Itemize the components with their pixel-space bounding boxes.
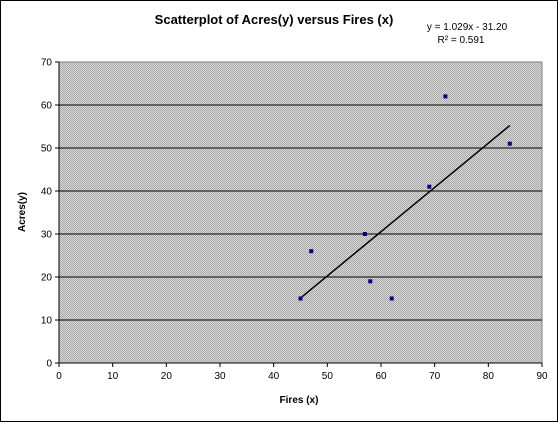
x-axis-title: Fires (x): [280, 395, 319, 406]
data-point: [507, 141, 512, 146]
data-point: [368, 279, 373, 284]
y-tick-label: 20: [41, 273, 53, 284]
data-point: [298, 296, 303, 301]
y-tick-label: 0: [46, 359, 52, 370]
x-tick-label: 20: [161, 371, 173, 382]
trendline: [300, 124, 511, 299]
y-axis-title: Acres(y): [17, 192, 28, 232]
x-tick-label: 10: [107, 371, 119, 382]
data-points: [298, 94, 512, 301]
x-tick-label: 80: [483, 371, 495, 382]
x-tick-label: 90: [536, 371, 548, 382]
trendline-layer: [300, 124, 511, 299]
y-tick-label: 70: [41, 58, 53, 69]
data-point: [427, 184, 432, 189]
x-tick-label: 50: [322, 371, 334, 382]
x-tick-label: 70: [429, 371, 441, 382]
axes: 0 10 20 30 40 50 60 70 0 10 20 30 40 50 60 70 80 90: [41, 58, 548, 383]
data-point: [309, 249, 314, 254]
y-tick-label: 50: [41, 144, 53, 155]
chart-title: Scatterplot of Acres(y) versus Fires (x): [155, 12, 394, 27]
data-point: [389, 296, 394, 301]
trendline-equation: y = 1.029x - 31.20: [427, 22, 508, 33]
x-tick-label: 40: [268, 371, 280, 382]
plot-area: [58, 61, 543, 364]
data-point: [443, 94, 448, 99]
y-tick-label: 40: [41, 187, 53, 198]
x-tick-label: 60: [375, 371, 387, 382]
gridlines: [59, 104, 542, 321]
y-tick-label: 10: [41, 316, 53, 327]
y-tick-label: 60: [41, 101, 53, 112]
x-tick-label: 30: [214, 371, 226, 382]
y-tick-label: 30: [41, 230, 53, 241]
data-point: [362, 232, 367, 236]
x-tick-label: 0: [56, 371, 62, 382]
r-squared-label: R² = 0.591: [438, 35, 485, 46]
